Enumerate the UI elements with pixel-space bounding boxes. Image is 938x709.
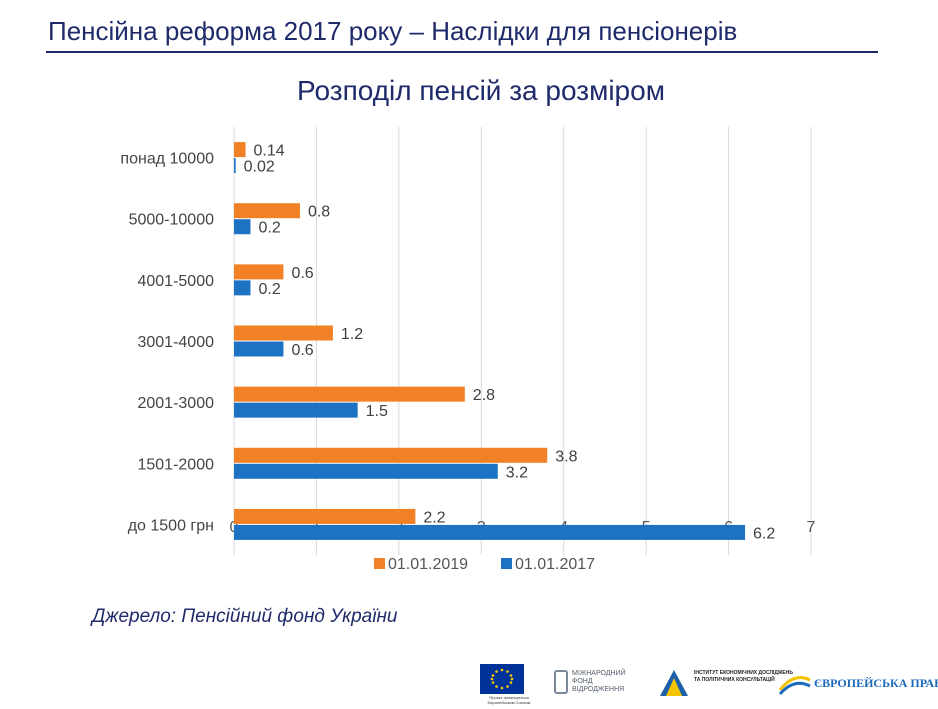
bar-01.01.2019 <box>234 386 465 402</box>
bar-01.01.2019 <box>234 325 333 341</box>
bar-01.01.2017 <box>234 158 236 174</box>
category-label: 4001-5000 <box>137 273 214 290</box>
bar-01.01.2019 <box>234 264 284 280</box>
bar-01.01.2017 <box>234 524 746 540</box>
data-label: 6.2 <box>753 525 775 542</box>
data-label: 0.02 <box>244 159 275 176</box>
data-label: 0.8 <box>308 204 330 221</box>
data-label: 0.2 <box>258 281 280 298</box>
bar-01.01.2017 <box>234 402 358 418</box>
bar-01.01.2017 <box>234 341 284 357</box>
category-label: 3001-4000 <box>137 334 214 351</box>
bar-chart: Розподіл пенсій за розміром01234567понад… <box>120 75 816 573</box>
bar-01.01.2017 <box>234 463 498 479</box>
data-label: 2.8 <box>473 387 495 404</box>
category-label: понад 10000 <box>120 151 214 168</box>
category-label: до 1500 грн <box>128 517 214 534</box>
eu-caption: Проект фінансується Європейським Союзом <box>487 695 531 705</box>
bar-01.01.2019 <box>234 203 300 219</box>
chart-title: Розподіл пенсій за розміром <box>297 75 665 106</box>
data-label: 2.2 <box>423 509 445 526</box>
x-tick-label: 7 <box>807 519 816 536</box>
legend-label: 01.01.2019 <box>388 556 468 573</box>
ep-logo-icon <box>778 676 811 696</box>
category-label: 5000-10000 <box>129 212 215 229</box>
sponsor-logos: Проект фінансується Європейським Союзом … <box>480 664 938 706</box>
data-label: 0.6 <box>291 265 313 282</box>
ier-logo-text: ІНСТИТУТ ЕКОНОМІЧНИХ ДОСЛІДЖЕНЬ ТА ПОЛІТ… <box>694 670 793 683</box>
source-note: Джерело: Пенсійний фонд України <box>92 606 398 627</box>
data-label: 0.2 <box>258 220 280 237</box>
irf-logo-text: МІЖНАРОДНИЙ ФОНД ВІДРОДЖЕННЯ <box>572 670 626 693</box>
irf-logo-icon <box>554 670 568 694</box>
data-label: 1.5 <box>366 403 388 420</box>
eu-flag-icon <box>480 664 524 694</box>
legend-swatch <box>374 558 385 569</box>
slide-title: Пенсійна реформа 2017 року – Наслідки дл… <box>48 16 738 46</box>
title-divider <box>46 51 878 53</box>
bar-01.01.2019 <box>234 142 246 158</box>
bar-01.01.2017 <box>234 219 251 235</box>
bar-01.01.2017 <box>234 280 251 296</box>
legend-label: 01.01.2017 <box>515 556 595 573</box>
data-label: 3.8 <box>555 448 577 465</box>
ier-logo-icon <box>660 670 688 696</box>
data-label: 0.14 <box>254 143 285 160</box>
legend-swatch <box>501 558 512 569</box>
category-label: 2001-3000 <box>137 395 214 412</box>
data-label: 0.6 <box>291 342 313 359</box>
category-label: 1501-2000 <box>137 456 214 473</box>
eu-logo: Проект фінансується Європейським Союзом <box>480 664 530 706</box>
bar-01.01.2019 <box>234 447 548 463</box>
bar-01.01.2019 <box>234 508 416 524</box>
ep-logo-text: ЄВРОПЕЙСЬКА ПРАВДА <box>814 676 938 690</box>
data-label: 3.2 <box>506 464 528 481</box>
data-label: 1.2 <box>341 326 363 343</box>
